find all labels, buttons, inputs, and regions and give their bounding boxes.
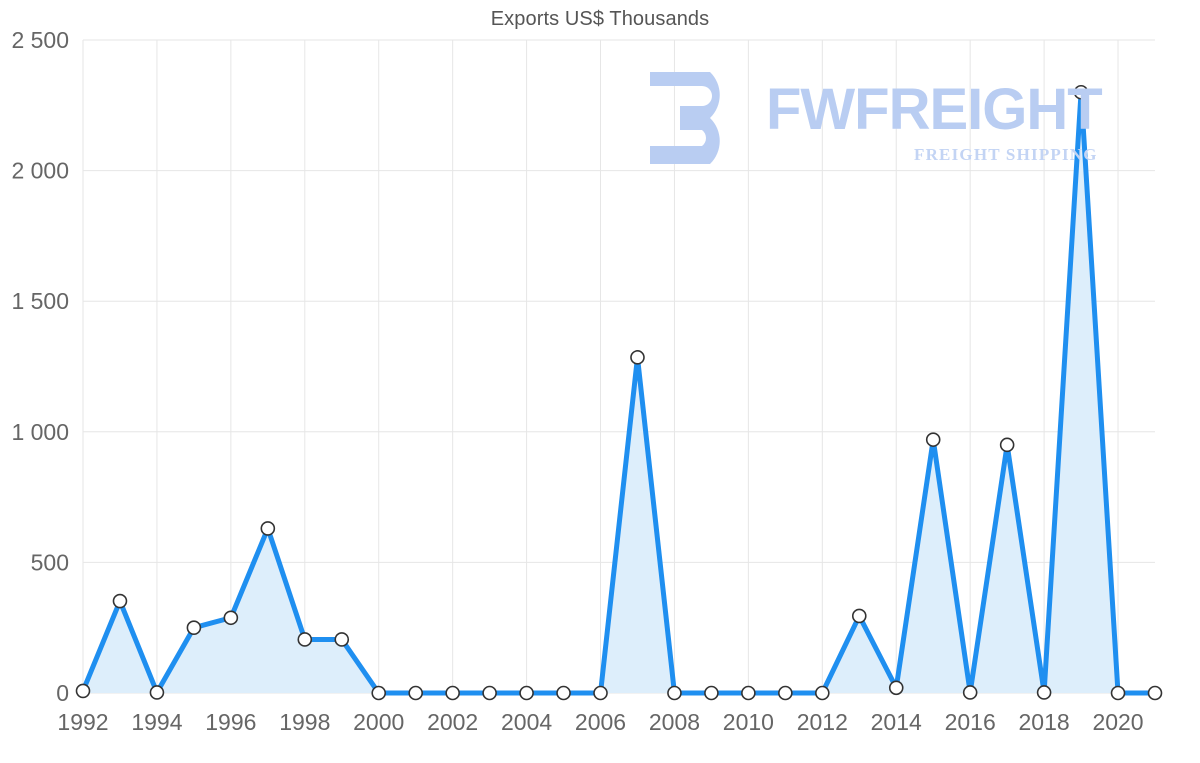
data-point-marker[interactable] [112,593,128,609]
y-axis-tick-label: 500 [31,549,69,575]
data-point-marker[interactable] [1147,685,1163,701]
data-point-marker[interactable] [334,632,350,647]
data-point-marker[interactable] [704,685,719,701]
data-point-marker[interactable] [1073,84,1089,100]
y-axis-tick-label: 2 000 [11,158,69,184]
data-point-marker[interactable] [186,620,202,636]
data-point-marker[interactable] [778,685,793,701]
y-axis-tick-label: 1 500 [11,288,69,314]
x-axis-tick-label: 2000 [353,709,404,735]
y-axis-tick-label: 1 000 [11,419,69,445]
data-point-marker[interactable] [630,350,645,365]
x-axis-tick-label: 2008 [649,709,700,735]
data-point-marker[interactable] [999,437,1015,453]
data-point-marker[interactable] [297,632,313,647]
x-axis-tick-label: 2018 [1019,709,1070,735]
data-point-marker[interactable] [75,683,91,699]
x-axis-tick-label: 1996 [205,709,256,735]
data-point-marker[interactable] [223,610,239,626]
x-axis-tick-label: 2020 [1092,709,1143,735]
data-point-marker[interactable] [408,685,423,701]
x-axis-tick-label: 2004 [501,709,552,735]
y-axis-tick-label: 2 500 [11,27,69,53]
data-point-marker[interactable] [888,680,904,696]
data-point-marker[interactable] [851,608,867,624]
x-axis-tick-label: 2016 [945,709,996,735]
data-point-marker[interactable] [556,685,571,701]
data-point-marker[interactable] [371,685,387,701]
data-point-marker[interactable] [482,685,497,701]
chart-title: Exports US$ Thousands [490,8,710,30]
data-point-marker[interactable] [1110,685,1126,701]
data-point-marker[interactable] [741,685,756,701]
x-axis-tick-label: 2010 [723,709,774,735]
series-line [80,89,1158,696]
data-point-marker[interactable] [593,685,608,701]
x-axis-tick-label: 1994 [131,709,182,735]
data-point-marker[interactable] [815,685,830,701]
x-axis-tick-label: 1992 [57,709,108,735]
data-point-marker[interactable] [149,685,165,700]
data-point-marker[interactable] [925,432,941,447]
data-point-marker[interactable] [962,685,978,700]
data-point-marker[interactable] [519,685,534,701]
data-point-marker[interactable] [1036,685,1052,700]
x-axis-tick-label: 2012 [797,709,848,735]
x-axis-tick-label: 2006 [575,709,626,735]
y-axis-tick-label: 0 [56,680,69,706]
x-axis-tick-label: 1998 [279,709,330,735]
x-axis-tick-label: 2014 [871,709,922,735]
data-point-marker[interactable] [260,521,276,536]
data-point-marker[interactable] [667,685,682,701]
x-axis-tick-label: 2002 [427,709,478,735]
data-point-marker[interactable] [445,685,460,701]
series-area-fill [83,92,1155,694]
